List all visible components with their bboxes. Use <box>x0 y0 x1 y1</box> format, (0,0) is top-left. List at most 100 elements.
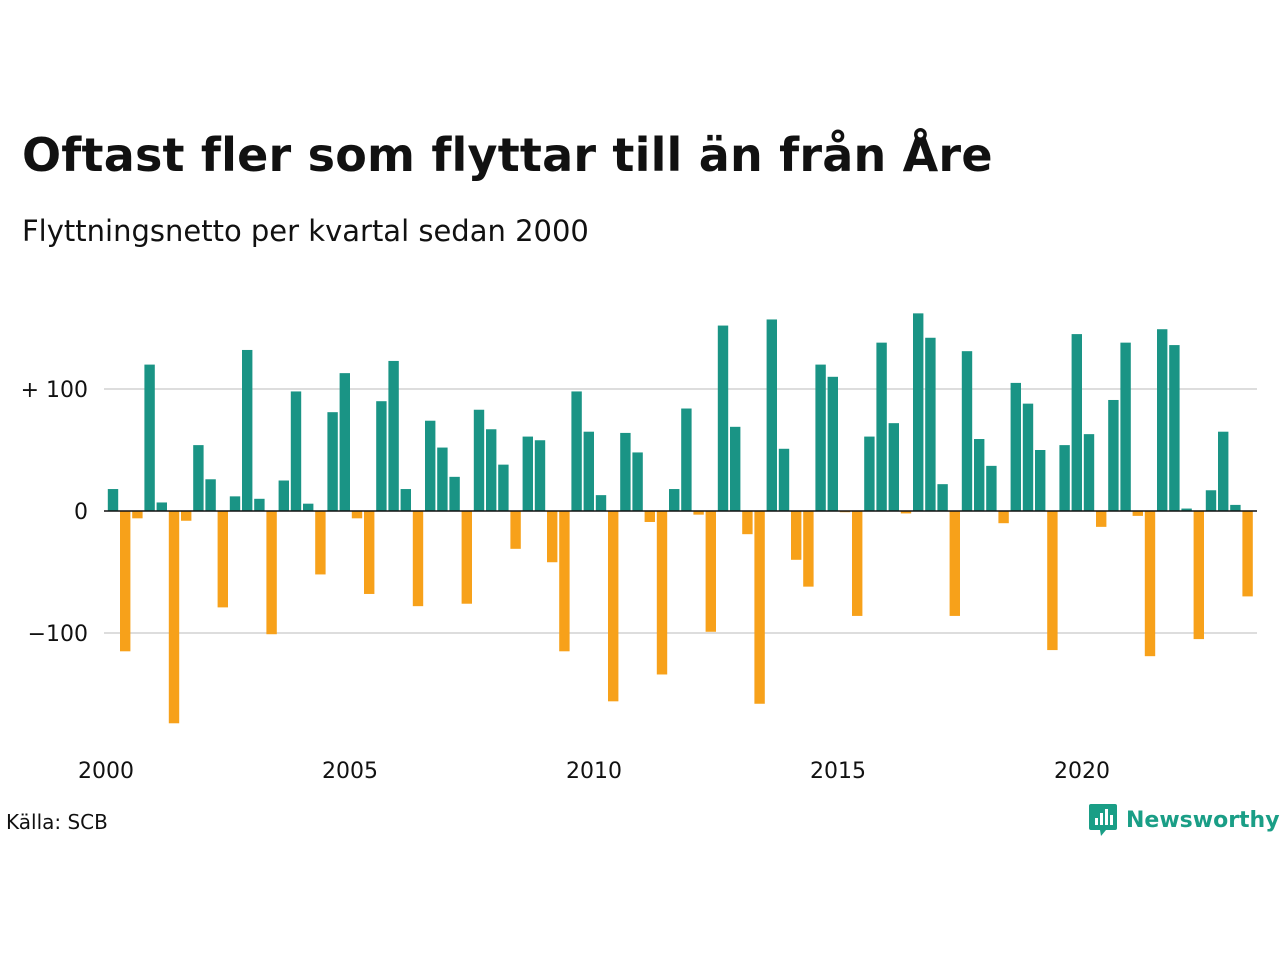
bar <box>730 426 741 511</box>
bar <box>290 391 302 511</box>
bar <box>278 480 289 511</box>
bar <box>1193 511 1204 640</box>
newsworthy-logo-icon <box>1089 804 1117 836</box>
bar <box>986 465 997 511</box>
y-tick-label: + 100 <box>21 378 88 403</box>
bar <box>376 401 387 511</box>
bar <box>937 484 948 511</box>
bar <box>717 325 729 511</box>
bar <box>864 436 875 511</box>
bar <box>1120 342 1131 511</box>
bar <box>217 511 228 608</box>
bar <box>559 511 570 652</box>
bar <box>315 511 326 575</box>
bar <box>364 511 375 594</box>
bar <box>949 511 960 616</box>
bar <box>144 364 155 511</box>
bar <box>803 511 814 587</box>
x-tick-label: 2010 <box>566 759 622 784</box>
x-tick-label: 2020 <box>1054 759 1110 784</box>
bar <box>742 511 753 535</box>
bar <box>608 511 619 702</box>
bar <box>1169 345 1180 511</box>
bar <box>1205 490 1217 511</box>
bar <box>778 448 790 511</box>
bar <box>168 511 180 724</box>
bar-chart: + 100 0 −100 2000 2005 2010 2015 2020 <box>21 313 1257 784</box>
bar <box>193 445 204 511</box>
bar <box>925 337 936 511</box>
bar <box>583 431 594 511</box>
bar <box>1218 431 1229 511</box>
bar <box>205 479 216 511</box>
axes: + 100 0 −100 2000 2005 2010 2015 2020 <box>21 378 1257 784</box>
bar <box>1083 434 1095 511</box>
bar <box>449 476 460 511</box>
source-note: Källa: SCB <box>6 810 108 834</box>
bar <box>620 432 631 511</box>
bar <box>339 373 350 511</box>
bar <box>1010 382 1021 511</box>
bar <box>974 439 985 511</box>
bar <box>998 511 1009 524</box>
bar <box>1059 445 1070 511</box>
brand-name: Newsworthy <box>1126 807 1280 833</box>
bar <box>1132 511 1143 516</box>
bar <box>571 391 582 511</box>
bar <box>876 342 887 511</box>
bar <box>791 511 802 560</box>
bar <box>1096 511 1107 527</box>
bar <box>400 489 411 511</box>
bar <box>156 502 167 511</box>
bar <box>815 364 826 511</box>
x-tick-label: 2000 <box>78 759 134 784</box>
y-tick-label: 0 <box>74 500 88 525</box>
bar <box>461 511 472 604</box>
bar <box>754 511 765 704</box>
bar <box>510 511 521 549</box>
bar <box>412 511 424 607</box>
bar <box>1035 450 1046 511</box>
chart-subtitle: Flyttningsnetto per kvartal sedan 2000 <box>22 214 589 248</box>
x-tick-label: 2005 <box>322 759 378 784</box>
brand-logo: Newsworthy <box>1088 802 1280 838</box>
bar <box>766 319 777 511</box>
bar <box>1242 511 1253 597</box>
bar <box>632 452 643 511</box>
bar <box>473 409 485 511</box>
bar <box>681 408 692 511</box>
bar <box>266 511 277 635</box>
x-tick-label: 2015 <box>810 759 866 784</box>
bar <box>327 412 338 511</box>
bar <box>656 511 668 675</box>
bar <box>1230 504 1241 511</box>
bar <box>181 511 192 521</box>
bar <box>913 313 924 511</box>
bar <box>961 351 973 511</box>
bar <box>425 420 436 511</box>
bar <box>705 511 716 632</box>
bar <box>1108 399 1119 511</box>
bar <box>351 511 363 519</box>
bar <box>120 511 131 652</box>
bar <box>1022 403 1034 511</box>
bar <box>1071 334 1082 511</box>
bar <box>229 496 241 511</box>
bar <box>388 360 399 511</box>
bar <box>1144 511 1156 657</box>
bar <box>132 511 143 519</box>
chart-title: Oftast fler som flyttar till än från Åre <box>22 128 993 182</box>
bar <box>547 511 558 563</box>
bar <box>644 511 655 522</box>
bar <box>1181 508 1192 511</box>
bar <box>498 464 509 511</box>
bar <box>254 498 265 511</box>
bar <box>1047 511 1058 651</box>
bar <box>693 511 704 515</box>
bars <box>107 313 1253 724</box>
bar <box>107 489 119 511</box>
bar <box>242 349 253 511</box>
y-tick-label: −100 <box>28 622 88 647</box>
bar <box>888 423 899 511</box>
bar <box>852 511 863 616</box>
